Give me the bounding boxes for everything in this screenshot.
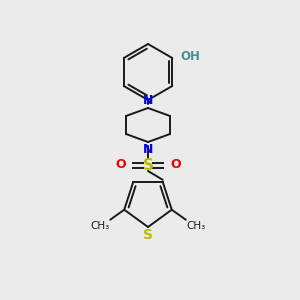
Text: S: S [142, 158, 154, 172]
Text: O: O [116, 158, 126, 172]
Text: N: N [143, 94, 153, 107]
Text: CH₃: CH₃ [90, 221, 109, 231]
Text: O: O [170, 158, 181, 172]
Text: CH₃: CH₃ [187, 221, 206, 231]
Text: N: N [143, 143, 153, 156]
Text: S: S [143, 228, 153, 242]
Text: OH: OH [180, 50, 200, 62]
